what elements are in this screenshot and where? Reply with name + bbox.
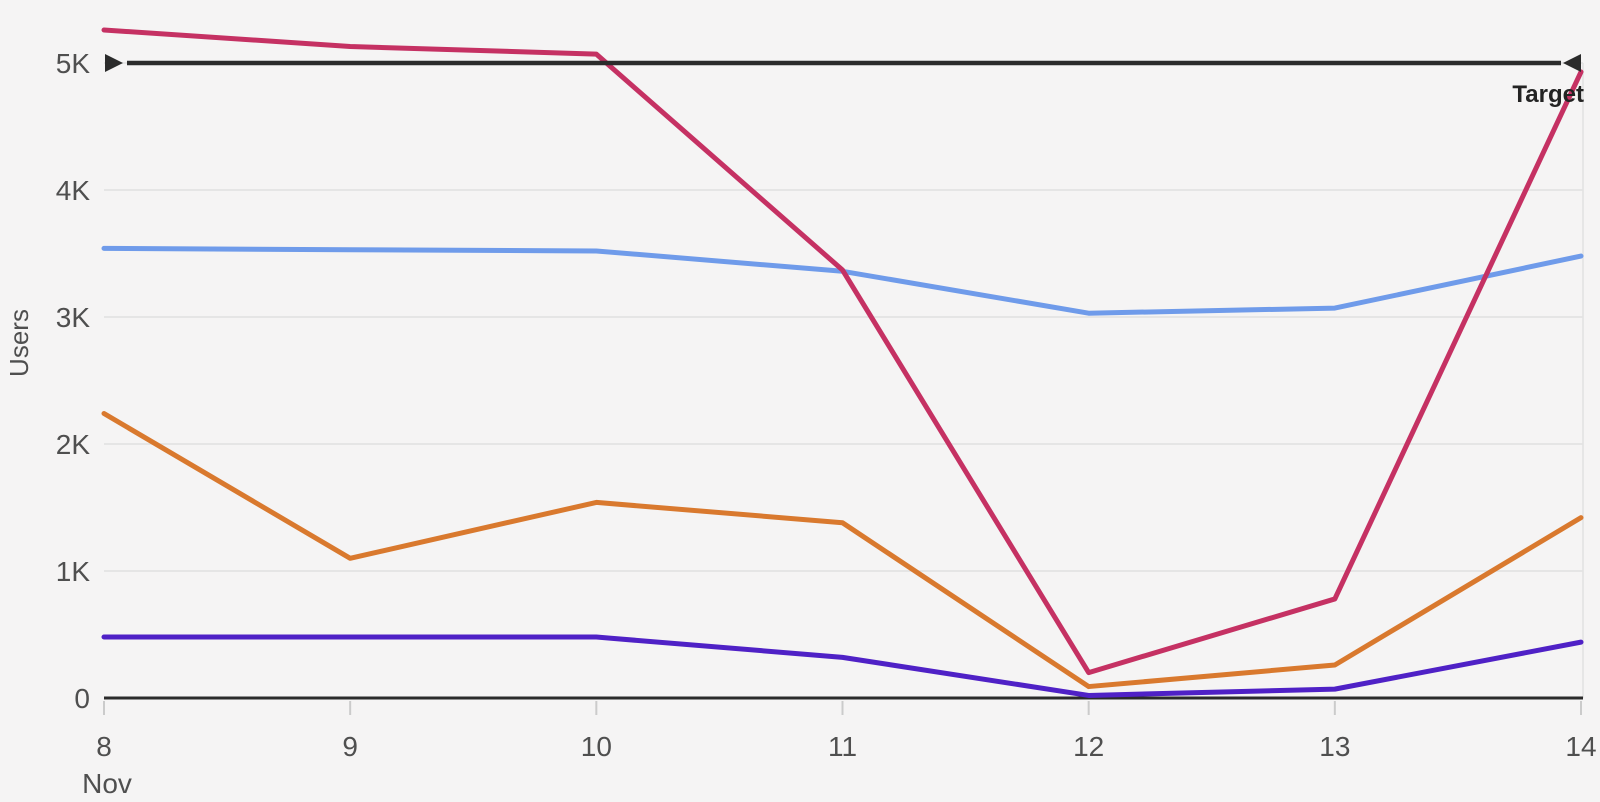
x-tick-label-12: 12 <box>1073 731 1104 762</box>
purple-series-line <box>101 634 1584 698</box>
target-reference-line: Target <box>105 54 1584 108</box>
x-axis-tick-marks <box>103 701 1582 715</box>
target-arrow-right-icon <box>1563 54 1581 72</box>
x-tick-label-13: 13 <box>1319 731 1350 762</box>
y-tick-label-3K: 3K <box>56 302 91 333</box>
blue-series-line <box>101 245 1584 316</box>
x-tick-label-9: 9 <box>342 731 358 762</box>
y-tick-label-5K: 5K <box>56 48 91 79</box>
y-tick-label-4K: 4K <box>56 175 91 206</box>
horizontal-gridlines <box>104 62 1583 572</box>
x-tick-label-14: 14 <box>1565 731 1596 762</box>
y-tick-label-2K: 2K <box>56 429 91 460</box>
target-arrow-left-icon <box>105 54 123 72</box>
x-tick-label-11: 11 <box>828 731 857 762</box>
y-axis-title: Users <box>4 309 34 377</box>
orange-series-line <box>101 411 1584 690</box>
x-tick-label-10: 10 <box>581 731 612 762</box>
y-axis-tick-labels: 0 1K 2K 3K 4K 5K <box>56 48 91 714</box>
y-tick-label-1K: 1K <box>56 556 91 587</box>
magenta-series-line <box>101 27 1584 676</box>
target-label: Target <box>1512 81 1584 108</box>
x-tick-label-8: 8 <box>96 731 112 762</box>
x-axis-month-label: Nov <box>82 768 132 799</box>
y-tick-label-0: 0 <box>74 683 90 714</box>
data-series-lines <box>101 27 1584 698</box>
x-axis-tick-labels: 8 9 10 11 12 13 14 <box>96 731 1596 762</box>
